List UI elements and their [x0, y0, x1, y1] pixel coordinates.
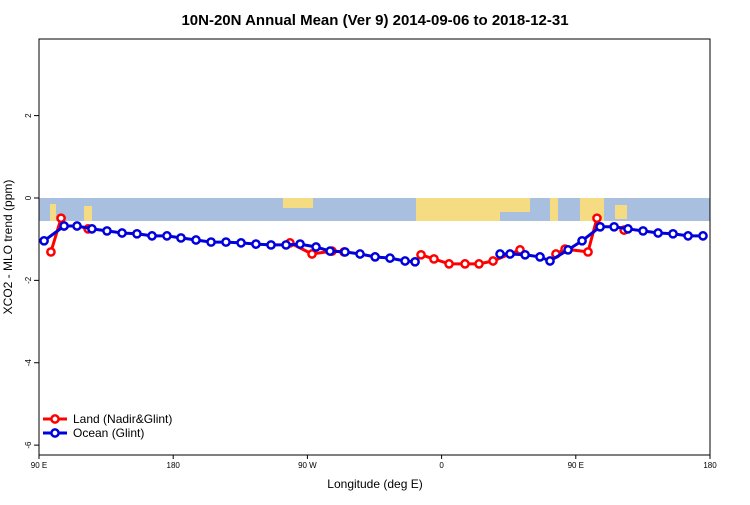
series-point: [583, 247, 593, 257]
y-tick-label: -4: [24, 359, 33, 367]
series-point: [355, 249, 365, 259]
y-tick-label: -6: [24, 441, 33, 449]
series-point: [444, 259, 454, 269]
series-point: [39, 235, 49, 246]
series-point: [311, 242, 321, 252]
series-point: [281, 240, 291, 250]
series-point: [117, 228, 127, 238]
series-point: [340, 247, 350, 257]
series-point: [176, 233, 186, 243]
y-tick-label: 2: [24, 113, 33, 118]
series-point: [595, 221, 605, 232]
legend-marker: [50, 414, 60, 424]
legend-marker: [50, 428, 60, 438]
series-point: [87, 224, 97, 234]
series-point: [147, 231, 157, 241]
series-point: [102, 226, 112, 236]
series-point: [206, 237, 216, 247]
series-point: [488, 256, 498, 266]
x-tick-label: 180: [703, 461, 717, 470]
series-point: [563, 245, 573, 255]
series-point: [385, 253, 395, 263]
x-tick-label: 0: [439, 461, 444, 470]
y-tick-label: 0: [24, 195, 33, 200]
legend-label: Ocean (Glint): [73, 426, 144, 440]
series-point: [592, 213, 602, 224]
series-point: [162, 231, 172, 241]
x-axis-label: Longitude (deg E): [327, 477, 422, 491]
series-point: [416, 249, 426, 260]
series-point: [72, 221, 82, 231]
series-point: [236, 238, 246, 248]
series-point: [132, 228, 142, 239]
series-point: [56, 213, 66, 224]
x-tick-label: 90 E: [31, 461, 47, 470]
series-point: [474, 259, 484, 269]
series-point: [429, 254, 439, 264]
series-point: [609, 221, 619, 232]
y-axis-label: XCO2 - MLO trend (ppm): [1, 180, 15, 315]
series-point: [410, 256, 420, 267]
series-point: [623, 224, 633, 234]
legend-label: Land (Nadir&Glint): [73, 412, 172, 426]
series-point: [325, 246, 335, 256]
series-point: [653, 228, 663, 238]
series-point: [638, 226, 648, 236]
series-point: [505, 249, 515, 259]
series-point: [495, 249, 505, 259]
series-point: [221, 237, 231, 247]
series-point: [400, 256, 410, 266]
series-point: [535, 252, 545, 262]
y-tick-label: -2: [24, 276, 33, 284]
series-point: [266, 240, 276, 250]
series-point: [698, 231, 708, 241]
x-tick-label: 90 E: [568, 461, 584, 470]
x-tick-label: 180: [167, 461, 181, 470]
series-point: [46, 247, 56, 257]
series-point: [370, 252, 380, 262]
series-point: [191, 235, 201, 245]
plot-frame: [38, 38, 711, 456]
series-point: [577, 235, 587, 246]
series-point: [683, 231, 693, 241]
series-point: [295, 239, 305, 249]
chart-title: 10N-20N Annual Mean (Ver 9) 2014-09-06 t…: [181, 12, 568, 29]
series-point: [668, 228, 678, 239]
series-point: [307, 249, 317, 259]
series-point: [545, 256, 555, 266]
series-point: [251, 239, 261, 249]
map-background: [39, 198, 710, 221]
series-point: [520, 249, 530, 260]
series-point: [460, 259, 470, 269]
series-point: [59, 221, 69, 231]
x-tick-label: 90 W: [298, 461, 317, 470]
